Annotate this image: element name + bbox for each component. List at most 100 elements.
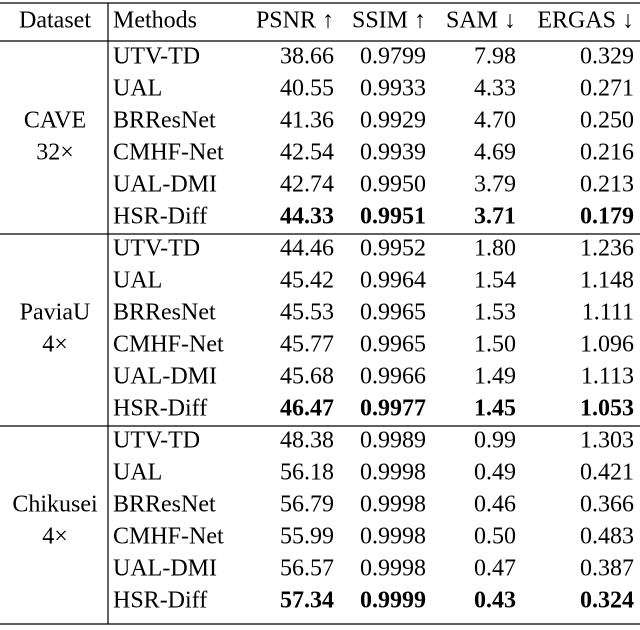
metric-value: 1.80	[474, 236, 516, 262]
dataset-scale: 4×	[42, 332, 68, 358]
metric-value: 0.9799	[360, 44, 426, 70]
metric-value: 1.096	[580, 332, 634, 358]
metric-value: 0.9965	[360, 332, 426, 358]
method-name: UTV-TD	[113, 44, 200, 70]
metric-value: 42.74	[280, 172, 334, 198]
metric-value: 0.9950	[360, 172, 426, 198]
method-name: UTV-TD	[113, 236, 200, 262]
header-cell: SSIM ↑	[352, 8, 426, 34]
metric-value: 0.483	[580, 524, 634, 550]
metric-value: 0.99	[474, 428, 516, 454]
metric-value: 0.9933	[360, 76, 426, 102]
metric-value: 45.42	[280, 268, 334, 294]
metric-value: 0.179	[580, 204, 634, 230]
metric-value: 0.9998	[360, 524, 426, 550]
method-name: UAL-DMI	[113, 364, 217, 390]
metric-value: 0.9998	[360, 556, 426, 582]
metric-value: 1.111	[582, 300, 634, 326]
dataset-scale: 4×	[42, 524, 68, 550]
method-name: UAL	[113, 268, 162, 294]
metric-value: 0.49	[474, 460, 516, 486]
metric-value: 56.57	[280, 556, 334, 582]
metric-value: 0.366	[580, 492, 634, 518]
metric-value: 0.250	[580, 108, 634, 134]
metric-value: 0.43	[474, 588, 516, 614]
metric-value: 1.49	[474, 364, 516, 390]
metric-value: 0.9999	[360, 588, 426, 614]
metric-value: 1.236	[580, 236, 634, 262]
metric-value: 0.9939	[360, 140, 426, 166]
metric-value: 1.53	[474, 300, 516, 326]
metric-value: 0.9952	[360, 236, 426, 262]
metric-value: 0.50	[474, 524, 516, 550]
metric-value: 3.71	[474, 204, 516, 230]
metric-value: 3.79	[474, 172, 516, 198]
metric-value: 0.9964	[360, 268, 426, 294]
method-name: CMHF-Net	[113, 140, 224, 166]
method-name: BRResNet	[113, 492, 216, 518]
method-name: UAL-DMI	[113, 172, 217, 198]
metric-value: 38.66	[280, 44, 334, 70]
metric-value: 56.18	[280, 460, 334, 486]
metric-value: 48.38	[280, 428, 334, 454]
method-name: BRResNet	[113, 108, 216, 134]
metric-value: 44.46	[280, 236, 334, 262]
header-cell: Dataset	[19, 8, 91, 34]
metric-value: 0.9965	[360, 300, 426, 326]
metric-value: 0.9998	[360, 492, 426, 518]
metric-value: 45.53	[280, 300, 334, 326]
metric-value: 0.9998	[360, 460, 426, 486]
method-name: HSR-Diff	[113, 204, 207, 230]
metric-value: 1.50	[474, 332, 516, 358]
metric-value: 1.053	[580, 396, 634, 422]
metric-value: 0.9977	[360, 396, 426, 422]
metric-value: 0.47	[474, 556, 516, 582]
metric-value: 57.34	[280, 588, 334, 614]
metric-value: 0.9929	[360, 108, 426, 134]
method-name: UAL	[113, 76, 162, 102]
header-cell: ERGAS ↓	[537, 8, 634, 34]
metric-value: 1.148	[580, 268, 634, 294]
metric-value: 45.68	[280, 364, 334, 390]
metric-value: 1.45	[474, 396, 516, 422]
method-name: HSR-Diff	[113, 396, 207, 422]
metric-value: 4.69	[474, 140, 516, 166]
metric-value: 0.46	[474, 492, 516, 518]
metric-value: 44.33	[280, 204, 334, 230]
metric-value: 41.36	[280, 108, 334, 134]
header-cell: PSNR ↑	[256, 8, 334, 34]
metric-value: 1.113	[581, 364, 634, 390]
metric-value: 0.9989	[360, 428, 426, 454]
dataset-name: CAVE	[24, 108, 86, 134]
metric-value: 0.213	[580, 172, 634, 198]
metric-value: 0.271	[580, 76, 634, 102]
metric-value: 0.324	[580, 588, 634, 614]
method-name: HSR-Diff	[113, 588, 207, 614]
metric-value: 1.303	[580, 428, 634, 454]
metric-value: 0.387	[580, 556, 634, 582]
metric-value: 0.421	[580, 460, 634, 486]
metric-value: 7.98	[474, 44, 516, 70]
metric-value: 40.55	[280, 76, 334, 102]
method-name: UAL	[113, 460, 162, 486]
method-name: CMHF-Net	[113, 332, 224, 358]
metric-value: 0.216	[580, 140, 634, 166]
header-cell: Methods	[113, 8, 197, 34]
metric-value: 55.99	[280, 524, 334, 550]
metric-value: 0.329	[580, 44, 634, 70]
metric-value: 46.47	[280, 396, 334, 422]
dataset-scale: 32×	[36, 140, 74, 166]
metric-value: 45.77	[280, 332, 334, 358]
dataset-name: Chikusei	[12, 492, 98, 518]
metric-value: 1.54	[474, 268, 516, 294]
metric-value: 0.9951	[360, 204, 426, 230]
metric-value: 56.79	[280, 492, 334, 518]
method-name: UTV-TD	[113, 428, 200, 454]
metric-value: 42.54	[280, 140, 334, 166]
metric-value: 4.33	[474, 76, 516, 102]
method-name: BRResNet	[113, 300, 216, 326]
metric-value: 0.9966	[360, 364, 426, 390]
method-name: UAL-DMI	[113, 556, 217, 582]
